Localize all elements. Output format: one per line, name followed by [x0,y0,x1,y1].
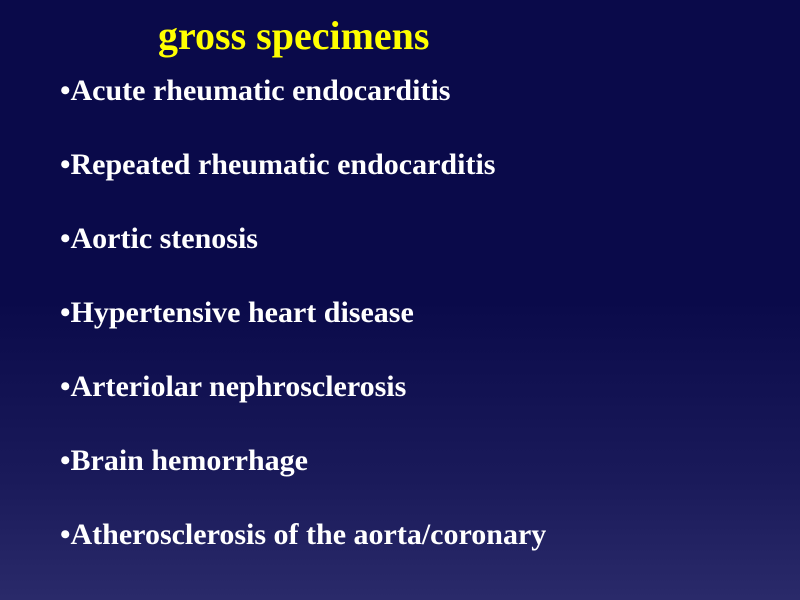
bullet-text: Aortic stenosis [71,222,547,256]
bullet-text: Atherosclerosis of the aorta/coronary [71,518,547,552]
bullet-item: •Aortic stenosis [60,222,546,296]
bullet-list: •Acute rheumatic endocarditis•Repeated r… [60,74,546,592]
bullet-marker: • [60,518,71,552]
bullet-marker: • [60,148,71,182]
bullet-marker: • [60,222,71,256]
bullet-item: •Brain hemorrhage [60,444,546,518]
bullet-marker: • [60,370,71,404]
bullet-marker: • [60,296,71,330]
bullet-text: Repeated rheumatic endocarditis [71,148,547,182]
slide-title: gross specimens [158,12,429,59]
bullet-text: Arteriolar nephrosclerosis [71,370,547,404]
bullet-marker: • [60,74,71,108]
bullet-item: •Arteriolar nephrosclerosis [60,370,546,444]
bullet-text: Hypertensive heart disease [71,296,547,330]
bullet-text: Brain hemorrhage [71,444,547,478]
bullet-item: •Acute rheumatic endocarditis [60,74,546,148]
bullet-item: •Repeated rheumatic endocarditis [60,148,546,222]
bullet-marker: • [60,444,71,478]
bullet-text: Acute rheumatic endocarditis [71,74,547,108]
bullet-item: •Atherosclerosis of the aorta/coronary [60,518,546,592]
bullet-item: •Hypertensive heart disease [60,296,546,370]
